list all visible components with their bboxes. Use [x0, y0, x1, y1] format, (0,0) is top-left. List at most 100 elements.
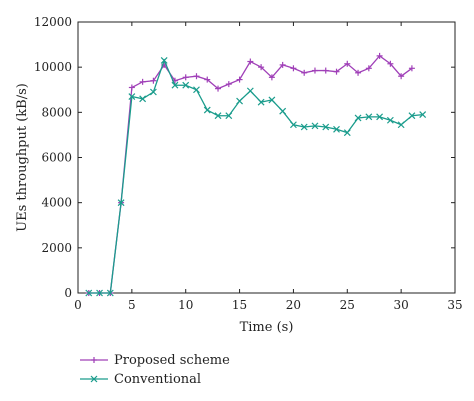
data-point-marker: [85, 289, 93, 297]
series-proposed-scheme: [85, 52, 415, 296]
data-point: [246, 87, 254, 95]
data-point: [398, 73, 405, 80]
series-layer: [85, 52, 427, 297]
data-point: [397, 121, 405, 129]
data-point: [236, 76, 243, 83]
data-point: [290, 65, 297, 72]
data-point: [139, 95, 147, 103]
data-point-marker: [311, 122, 319, 130]
data-point: [408, 65, 415, 72]
legend-marker: [90, 375, 98, 383]
data-point: [365, 65, 372, 72]
legend-item: Conventional: [80, 372, 201, 387]
data-point-marker: [225, 112, 233, 120]
data-point-marker: [408, 112, 416, 120]
data-point: [408, 112, 416, 120]
data-point: [365, 113, 373, 121]
data-point: [376, 113, 384, 121]
data-point: [344, 60, 351, 67]
data-point-marker: [257, 98, 265, 106]
data-point: [149, 88, 157, 96]
data-point: [419, 111, 427, 119]
data-point-marker: [397, 121, 405, 129]
data-point: [300, 123, 308, 131]
x-tick-label: 35: [447, 298, 462, 312]
data-point-marker: [214, 112, 222, 120]
data-point: [85, 289, 93, 297]
data-point: [279, 61, 286, 68]
data-point: [225, 112, 233, 120]
data-point: [257, 98, 265, 106]
data-point: [203, 106, 211, 114]
data-point-marker: [290, 121, 297, 129]
y-tick-label: 12000: [34, 15, 72, 29]
y-tick-label: 4000: [41, 196, 72, 210]
data-point: [268, 96, 276, 104]
data-point: [96, 289, 103, 297]
data-point-marker: [117, 199, 125, 207]
data-point-marker: [236, 97, 243, 105]
data-point: [214, 112, 222, 120]
data-point-marker: [106, 289, 114, 297]
data-point-marker: [203, 106, 211, 114]
data-point: [333, 68, 340, 75]
data-point-marker: [193, 86, 200, 94]
data-point-marker: [419, 111, 427, 119]
data-point: [171, 81, 179, 89]
y-axis: 0 2000 4000 6000 8000 10000 12000: [34, 15, 455, 300]
x-tick-label: 10: [178, 298, 193, 312]
data-point: [193, 86, 200, 94]
legend-label: Conventional: [114, 372, 201, 387]
x-tick-label: 15: [232, 298, 247, 312]
data-point-marker: [268, 96, 276, 104]
legend: Proposed scheme Conventional: [80, 353, 230, 387]
x-tick-label: 20: [286, 298, 301, 312]
x-tick-label: 30: [394, 298, 409, 312]
data-point: [311, 122, 319, 130]
data-point-marker: [128, 93, 136, 100]
data-point: [386, 116, 394, 124]
x-axis: 0 5 10 15 20 25 30 35: [74, 22, 463, 312]
plot-area: [77, 21, 456, 294]
data-point-marker: [171, 81, 179, 89]
data-point: [311, 67, 318, 74]
data-point: [279, 107, 287, 115]
data-point: [150, 77, 157, 84]
data-point-marker: [96, 289, 103, 297]
data-point-marker: [300, 123, 308, 131]
data-point-marker: [322, 123, 330, 131]
data-point: [247, 58, 254, 65]
data-point: [160, 56, 168, 64]
data-point: [322, 67, 329, 74]
data-point: [182, 74, 189, 81]
data-point: [128, 93, 136, 100]
data-point-marker: [343, 129, 351, 137]
x-tick-label: 0: [74, 298, 82, 312]
data-point: [236, 97, 243, 105]
data-point: [376, 52, 383, 59]
y-tick-label: 8000: [41, 105, 72, 119]
data-point-marker: [149, 88, 157, 96]
data-point-marker: [354, 114, 362, 122]
legend-item: Proposed scheme: [80, 353, 230, 368]
data-point: [343, 129, 351, 137]
y-tick-label: 10000: [34, 60, 72, 74]
x-tick-label: 5: [128, 298, 136, 312]
data-point-marker: [160, 56, 168, 64]
data-point-marker: [386, 116, 394, 124]
data-point: [128, 84, 135, 91]
data-point: [204, 76, 211, 83]
data-point-marker: [333, 125, 340, 133]
data-point: [355, 69, 362, 76]
y-tick-label: 2000: [41, 241, 72, 255]
plot-border: [77, 21, 456, 294]
data-point: [322, 123, 330, 131]
y-axis-label: UEs throughput (kB/s): [15, 83, 30, 232]
y-tick-label: 6000: [41, 151, 72, 165]
data-point: [387, 60, 394, 67]
data-point: [117, 199, 125, 207]
data-point: [301, 69, 308, 76]
data-point: [333, 125, 340, 133]
data-point: [290, 121, 297, 129]
data-point-marker: [376, 113, 384, 121]
